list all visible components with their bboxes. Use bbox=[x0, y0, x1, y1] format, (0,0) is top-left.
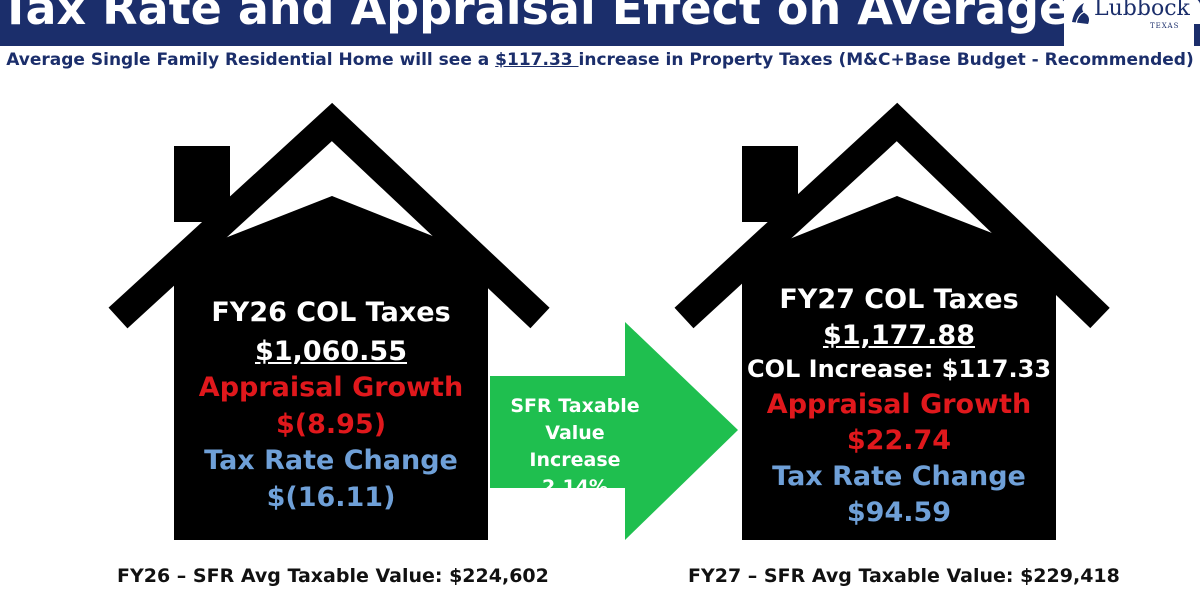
fy27-total: $1,177.88 bbox=[822, 320, 976, 351]
header-bar bbox=[0, 0, 1200, 46]
fy27-appraisal-label: Appraisal Growth bbox=[766, 389, 1032, 420]
fy26-footer: FY26 – SFR Avg Taxable Value: $224,602 bbox=[117, 565, 549, 587]
subtitle: Average Single Family Residential Home w… bbox=[0, 50, 1200, 70]
fy26-appraisal-value: $(8.95) bbox=[275, 409, 387, 440]
subtitle-suffix: increase in Property Taxes (M&C+Base Bud… bbox=[578, 50, 1194, 70]
fy26-house-icon bbox=[108, 102, 550, 540]
fy27-house-icon bbox=[674, 102, 1110, 540]
arrow-line-2: Value Increase bbox=[529, 422, 621, 471]
logo-text: Lubbock bbox=[1094, 0, 1190, 21]
logo-emblem-icon bbox=[1072, 3, 1090, 25]
fy27-appraisal-value: $22.74 bbox=[846, 425, 952, 456]
fy27-col-increase: COL Increase: $117.33 bbox=[746, 355, 1052, 383]
arrow-line-3: 2.14% bbox=[542, 476, 608, 498]
slide-title: Tax Rate and Appraisal Effect on Average… bbox=[0, 0, 1200, 35]
fy26-title: FY26 COL Taxes bbox=[211, 297, 451, 328]
fy26-appraisal-label: Appraisal Growth bbox=[198, 372, 464, 403]
subtitle-amount: $117.33 bbox=[495, 50, 579, 70]
arrow-line-1: SFR Taxable bbox=[510, 395, 640, 417]
subtitle-prefix: Average Single Family Residential Home w… bbox=[6, 50, 496, 70]
fy26-rate-label: Tax Rate Change bbox=[204, 445, 458, 476]
fy27-footer: FY27 – SFR Avg Taxable Value: $229,418 bbox=[688, 565, 1120, 587]
arrow-label: SFR Taxable Value Increase 2.14% bbox=[500, 393, 650, 501]
value-increase-arrow bbox=[490, 322, 738, 540]
fy27-rate-value: $94.59 bbox=[846, 497, 952, 528]
logo-subtext: TEXAS bbox=[1150, 22, 1180, 30]
fy27-rate-label: Tax Rate Change bbox=[772, 461, 1026, 492]
fy26-total: $1,060.55 bbox=[254, 336, 408, 367]
fy27-title: FY27 COL Taxes bbox=[779, 284, 1019, 315]
fy26-rate-value: $(16.11) bbox=[266, 482, 396, 513]
